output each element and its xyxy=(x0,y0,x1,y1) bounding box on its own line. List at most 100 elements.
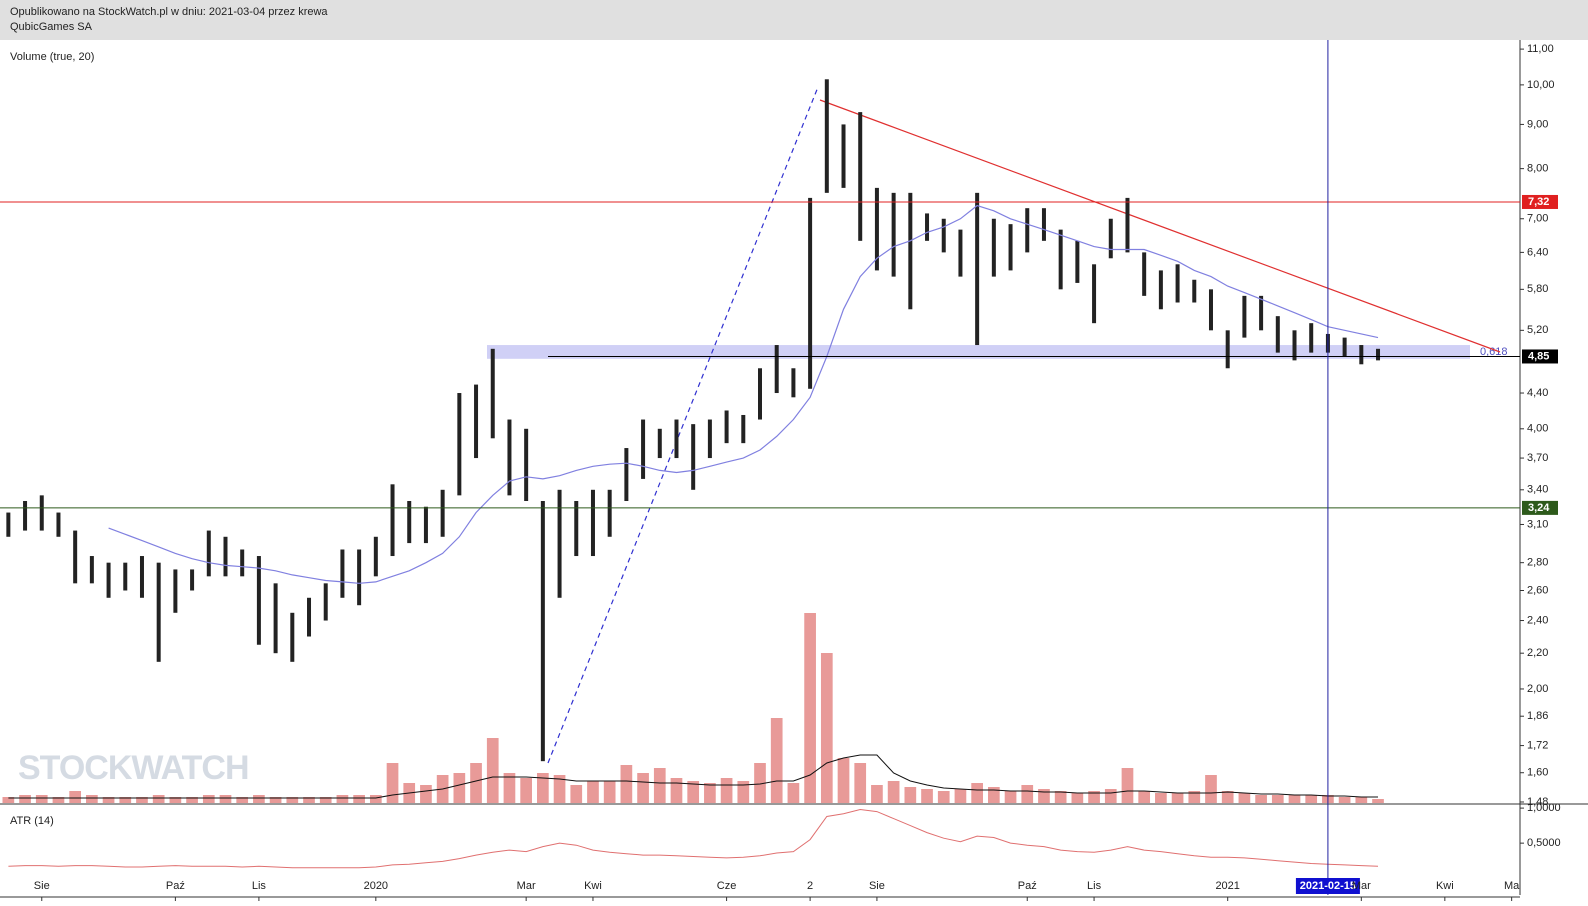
volume-bar xyxy=(887,781,900,803)
y-tick-label: 1,60 xyxy=(1527,767,1548,779)
y-tick-label: 3,40 xyxy=(1527,484,1548,496)
volume-bar xyxy=(186,797,198,803)
x-tick-label: Kwi xyxy=(584,880,602,892)
volume-bar xyxy=(319,797,332,803)
price-bar xyxy=(657,428,662,459)
volume-bar xyxy=(637,773,649,803)
price-bar xyxy=(407,501,412,544)
volume-bar xyxy=(770,718,783,803)
watermark: STOCKWATCH xyxy=(18,749,249,787)
price-bar xyxy=(6,512,11,537)
price-bar xyxy=(206,530,211,577)
price-bar xyxy=(1142,252,1147,296)
volume-bar xyxy=(570,785,583,803)
volume-bar xyxy=(988,787,1000,803)
price-bar xyxy=(774,345,779,394)
price-bar xyxy=(440,489,445,537)
price-bar xyxy=(1125,197,1130,253)
volume-bar xyxy=(136,797,148,803)
price-bar xyxy=(173,569,178,613)
price-bar xyxy=(256,556,261,645)
price-bar xyxy=(323,583,328,621)
volume-bar xyxy=(1372,799,1384,803)
volume-bar xyxy=(35,795,48,803)
y-tick-label: 7,00 xyxy=(1527,213,1548,225)
volume-bar xyxy=(1071,793,1084,803)
volume-bar xyxy=(587,781,599,803)
volume-bar xyxy=(971,783,983,803)
volume-bar xyxy=(269,797,282,803)
volume-bar xyxy=(2,797,15,803)
volume-bar xyxy=(486,738,499,803)
price-bar xyxy=(507,419,512,496)
level-label-box xyxy=(1522,194,1558,209)
header-text: Opublikowano na StockWatch.pl w dniu: 20… xyxy=(10,6,328,18)
price-bar xyxy=(273,583,278,654)
volume-bar xyxy=(1255,795,1267,803)
y-tick-label: 3,70 xyxy=(1527,452,1548,464)
x-tick-label: Sie xyxy=(869,880,885,892)
price-bar xyxy=(1259,295,1264,331)
volume-bar xyxy=(1288,795,1301,803)
volume-bar xyxy=(1138,791,1151,803)
y-tick-label: 5,80 xyxy=(1527,283,1548,295)
y-tick-label: 3,10 xyxy=(1527,518,1548,530)
volume-bar xyxy=(1021,785,1034,803)
volume-bar xyxy=(954,789,967,803)
y-tick-label: 9,00 xyxy=(1527,118,1548,130)
y-tick-label: 10,00 xyxy=(1527,79,1555,91)
price-bar xyxy=(1342,337,1347,357)
volume-bar xyxy=(353,795,365,803)
volume-bar xyxy=(871,785,883,803)
price-bar xyxy=(190,569,195,591)
volume-ma-line xyxy=(8,754,1378,799)
price-bar xyxy=(1192,279,1197,303)
price-bar xyxy=(457,393,462,496)
volume-bar xyxy=(1188,791,1201,803)
x-tick-label: Sie xyxy=(34,880,50,892)
x-tick-label: Paź xyxy=(166,880,185,892)
price-bar xyxy=(89,556,94,584)
volume-bar xyxy=(52,797,65,803)
moving-average xyxy=(108,204,1379,584)
price-bar xyxy=(624,448,629,502)
volume-bar xyxy=(369,795,382,803)
price-bar xyxy=(490,348,495,439)
volume-bar xyxy=(253,795,265,803)
volume-bar xyxy=(520,778,532,803)
volume-bar xyxy=(386,763,399,803)
volume-bar xyxy=(687,781,700,803)
price-bar xyxy=(1075,240,1080,283)
price-bar xyxy=(641,419,646,479)
volume-bar xyxy=(1054,791,1067,803)
volume-bar xyxy=(670,778,683,803)
level-label: 3,24 xyxy=(1528,502,1550,514)
volume-label: Volume (true, 20) xyxy=(10,51,94,63)
volume-bar xyxy=(69,791,82,803)
volume-bar xyxy=(1221,791,1234,803)
price-bar xyxy=(891,192,896,277)
price-bar xyxy=(841,124,846,188)
volume-bar xyxy=(152,795,165,803)
volume-bar xyxy=(837,758,850,803)
price-bar xyxy=(1225,330,1230,369)
price-bar xyxy=(557,489,562,598)
y-tick-label: 4,40 xyxy=(1527,387,1548,399)
price-bar xyxy=(73,530,78,584)
price-bar xyxy=(958,229,963,277)
price-bar xyxy=(1242,295,1247,338)
price-bar xyxy=(1108,218,1113,259)
volume-bar xyxy=(1004,791,1017,803)
volume-bar xyxy=(553,775,566,803)
volume-bar xyxy=(453,773,466,803)
price-bar xyxy=(340,549,345,598)
trend-line xyxy=(547,86,819,764)
volume-bar xyxy=(420,785,432,803)
volume-bar xyxy=(19,795,31,803)
fib-label: 0,618 xyxy=(1480,346,1508,358)
price-bar xyxy=(824,79,829,193)
volume-bar xyxy=(336,795,349,803)
price-bar xyxy=(741,414,746,444)
volume-bar xyxy=(737,781,750,803)
